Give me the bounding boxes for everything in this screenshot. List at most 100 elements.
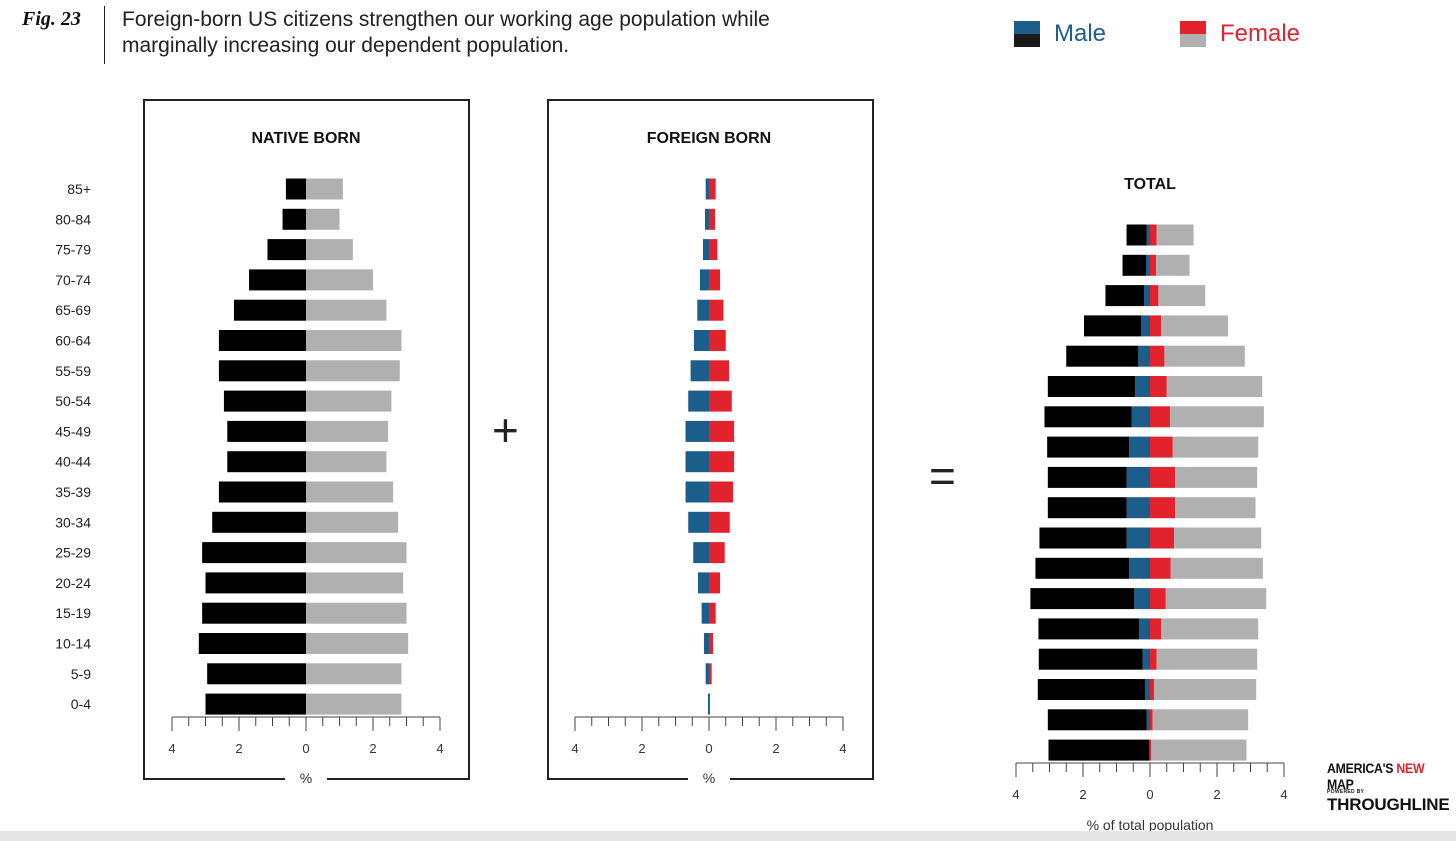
chart2-bar-female-10-14	[709, 633, 714, 654]
chart2-bar-male-30-34	[688, 511, 709, 533]
chart3-bar-female-foreign-50-54	[1150, 436, 1173, 458]
chart3-bar-female-foreign-0-4	[1150, 739, 1152, 761]
chart2-bar-male-60-64	[693, 330, 709, 351]
chart3-x-tick-label: 2	[1079, 787, 1086, 802]
chart1-bar-male-85+	[285, 178, 306, 200]
chart3-bar-male-native-5-9	[1047, 709, 1147, 731]
chart3-bar-female-native-25-29	[1165, 588, 1267, 610]
chart1-x-tick-label: 2	[369, 741, 376, 756]
age-label-20-24: 20-24	[55, 575, 91, 591]
chart2-bar-male-55-59	[690, 360, 709, 382]
chart3-bar-male-native-15-19	[1038, 648, 1143, 670]
legend-female: Female	[1180, 20, 1300, 48]
age-label-40-44: 40-44	[55, 454, 91, 470]
chart3-bar-female-native-60-64	[1166, 376, 1263, 397]
chart3-bar-male-foreign-10-14	[1144, 679, 1150, 700]
chart3-bar-male-foreign-50-54	[1129, 436, 1150, 458]
chart2-bar-male-25-29	[693, 542, 709, 564]
chart3-bar-female-foreign-15-19	[1150, 648, 1157, 670]
chart3-bar-male-native-25-29	[1030, 588, 1135, 610]
chart3-bar-male-foreign-5-9	[1146, 709, 1150, 731]
chart3-bar-male-native-70-74	[1084, 315, 1141, 337]
chart3-x-label: % of total population	[1087, 817, 1214, 833]
chart3-bar-male-native-75-79	[1105, 285, 1144, 307]
chart3-bar-male-native-45-49	[1047, 466, 1127, 488]
age-label-15-19: 15-19	[55, 605, 91, 621]
chart2-bar-male-65-69	[697, 299, 709, 321]
age-label-65-69: 65-69	[55, 302, 91, 318]
chart3-bar-male-foreign-60-64	[1134, 376, 1150, 397]
chart3-bar-female-native-55-59	[1170, 406, 1264, 428]
chart1-bar-male-5-9	[207, 663, 306, 685]
chart3-bar-female-native-10-14	[1154, 679, 1257, 700]
chart3-bar-female-foreign-80-84	[1150, 254, 1157, 276]
chart3-bar-female-native-70-74	[1161, 315, 1229, 337]
chart1-bar-female-55-59	[306, 360, 400, 382]
chart2-bar-female-50-54	[709, 390, 732, 412]
chart1-bar-female-60-64	[306, 330, 402, 351]
chart3-bar-male-foreign-40-44	[1126, 497, 1150, 519]
chart3-bar-male-native-50-54	[1047, 436, 1130, 458]
chart2-bar-male-15-19	[701, 602, 709, 624]
chart3-bar-female-native-85+	[1156, 224, 1194, 246]
chart1-bar-female-85+	[306, 178, 343, 200]
chart1-bar-female-25-29	[306, 542, 407, 564]
chart1-bar-male-50-54	[223, 390, 306, 412]
brand-powered-by: POWERED BY	[1327, 789, 1365, 795]
chart1-bar-male-55-59	[218, 360, 306, 382]
chart3-bar-male-native-55-59	[1044, 406, 1132, 428]
chart1-bar-female-5-9	[306, 663, 402, 685]
legend-male-label: Male	[1054, 20, 1107, 47]
brand-text-new: NEW	[1396, 760, 1425, 776]
age-label-0-4: 0-4	[71, 696, 91, 712]
chart2-bar-female-75-79	[709, 239, 718, 261]
chart1-bar-male-70-74	[249, 269, 306, 291]
legend-male: Male	[1014, 20, 1106, 48]
chart1-bar-female-40-44	[306, 451, 387, 473]
chart2-bar-male-70-74	[699, 269, 709, 291]
chart3-bar-female-native-30-34	[1170, 557, 1263, 579]
chart3-bar-male-foreign-80-84	[1145, 254, 1150, 276]
age-label-35-39: 35-39	[55, 484, 91, 500]
age-label-10-14: 10-14	[55, 636, 91, 652]
chart3-bar-female-foreign-30-34	[1150, 557, 1171, 579]
chart1-bar-male-30-34	[212, 511, 306, 533]
chart3-bar-male-foreign-15-19	[1142, 648, 1150, 670]
chart2-bar-female-80-84	[709, 208, 716, 230]
chart1-bar-female-10-14	[306, 633, 409, 654]
chart2-bar-female-0-4	[709, 693, 711, 715]
chart1-bar-female-65-69	[306, 299, 387, 321]
chart3-bar-male-foreign-0-4	[1148, 739, 1150, 761]
chart1-bar-male-25-29	[202, 542, 306, 564]
age-label-75-79: 75-79	[55, 242, 91, 258]
age-label-85+: 85+	[67, 181, 91, 197]
chart1-bar-male-10-14	[198, 633, 306, 654]
legend-male-swatch	[1014, 21, 1040, 47]
chart2-bar-female-55-59	[709, 360, 730, 382]
brand-text-map: MAP	[1327, 776, 1354, 792]
chart3-title: TOTAL	[1124, 176, 1176, 193]
chart3-bar-male-foreign-45-49	[1126, 466, 1150, 488]
chart3-bar-female-native-5-9	[1152, 709, 1249, 731]
chart3-bar-female-foreign-20-24	[1150, 618, 1162, 640]
age-label-60-64: 60-64	[55, 333, 91, 349]
chart3-bar-female-foreign-70-74	[1150, 315, 1162, 337]
chart3-bar-female-foreign-25-29	[1150, 588, 1166, 610]
chart2-x-tick-label: 2	[772, 741, 779, 756]
chart1-bar-male-75-79	[267, 239, 306, 261]
figure-subtitle: Foreign-born US citizens strengthen our …	[122, 8, 770, 57]
chart2-bar-male-40-44	[685, 451, 709, 473]
chart1-x-tick-label: 4	[436, 741, 443, 756]
chart3-bar-female-foreign-55-59	[1150, 406, 1171, 428]
chart1-bar-female-80-84	[306, 208, 340, 230]
chart3-bar-male-foreign-55-59	[1131, 406, 1150, 428]
chart2-bar-male-85+	[705, 178, 709, 200]
chart2-bar-female-35-39	[709, 481, 734, 503]
chart3-bar-female-foreign-10-14	[1150, 679, 1155, 700]
chart2-bar-male-0-4	[707, 693, 709, 715]
chart3-bar-female-native-35-39	[1174, 527, 1262, 549]
chart1-bar-female-15-19	[306, 602, 407, 624]
chart3-bar-female-foreign-40-44	[1150, 497, 1176, 519]
age-label-30-34: 30-34	[55, 514, 91, 530]
